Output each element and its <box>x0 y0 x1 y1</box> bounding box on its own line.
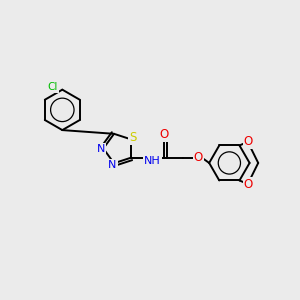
Text: S: S <box>129 131 136 144</box>
Text: N: N <box>97 143 105 154</box>
Text: N: N <box>108 160 117 170</box>
Text: O: O <box>159 128 169 141</box>
Text: O: O <box>244 178 253 190</box>
Text: O: O <box>244 135 253 148</box>
Text: O: O <box>194 151 203 164</box>
Text: NH: NH <box>144 156 161 166</box>
Text: Cl: Cl <box>48 82 58 92</box>
